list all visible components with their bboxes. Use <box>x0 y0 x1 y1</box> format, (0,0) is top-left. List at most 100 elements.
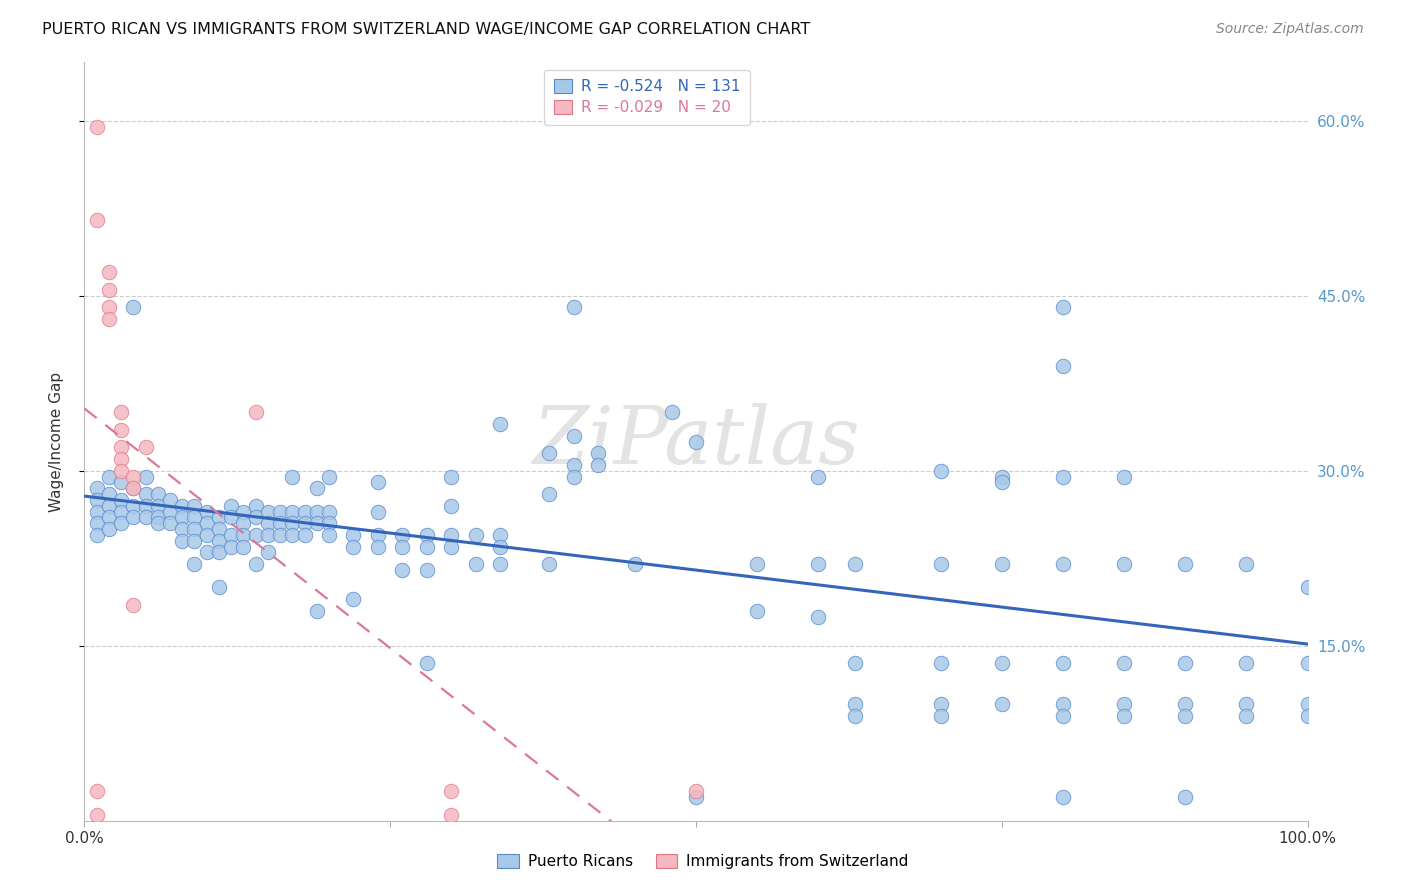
Point <box>342 592 364 607</box>
Point <box>110 475 132 490</box>
Point <box>86 504 108 518</box>
Point <box>245 557 267 571</box>
Point <box>416 563 439 577</box>
Point <box>257 516 280 531</box>
Point <box>538 446 561 460</box>
Point <box>1114 557 1136 571</box>
Point <box>281 504 304 518</box>
Point <box>562 469 585 483</box>
Point <box>305 604 328 618</box>
Point <box>86 807 108 822</box>
Point <box>305 516 328 531</box>
Point <box>318 469 340 483</box>
Point <box>122 598 145 612</box>
Point <box>110 464 132 478</box>
Point <box>110 516 132 531</box>
Legend: Puerto Ricans, Immigrants from Switzerland: Puerto Ricans, Immigrants from Switzerla… <box>491 848 915 875</box>
Point <box>294 528 316 542</box>
Point <box>232 540 254 554</box>
Point <box>110 405 132 419</box>
Point <box>1174 656 1197 670</box>
Point <box>685 784 707 798</box>
Point <box>122 499 145 513</box>
Point <box>991 469 1014 483</box>
Point <box>991 557 1014 571</box>
Point <box>97 487 120 501</box>
Point <box>86 492 108 507</box>
Point <box>110 452 132 467</box>
Point <box>122 301 145 315</box>
Point <box>172 510 194 524</box>
Point <box>1236 697 1258 711</box>
Point <box>86 213 108 227</box>
Point <box>440 540 463 554</box>
Point <box>159 516 181 531</box>
Point <box>318 516 340 531</box>
Point <box>97 469 120 483</box>
Point <box>844 708 866 723</box>
Point <box>1174 790 1197 805</box>
Point <box>929 708 952 723</box>
Point <box>146 516 169 531</box>
Point <box>844 656 866 670</box>
Point <box>489 417 512 431</box>
Point <box>86 516 108 531</box>
Point <box>97 499 120 513</box>
Point <box>97 283 120 297</box>
Point <box>219 540 242 554</box>
Point <box>1052 557 1074 571</box>
Point <box>1052 790 1074 805</box>
Point <box>245 405 267 419</box>
Point <box>1114 469 1136 483</box>
Point <box>489 528 512 542</box>
Point <box>367 528 389 542</box>
Point <box>318 528 340 542</box>
Point <box>1174 708 1197 723</box>
Point <box>195 516 218 531</box>
Point <box>232 516 254 531</box>
Point <box>538 557 561 571</box>
Point <box>562 428 585 442</box>
Point <box>208 522 231 536</box>
Point <box>1236 557 1258 571</box>
Point <box>97 265 120 279</box>
Point <box>269 528 291 542</box>
Point <box>747 557 769 571</box>
Point <box>367 475 389 490</box>
Point <box>245 528 267 542</box>
Point <box>183 533 205 548</box>
Point <box>391 528 413 542</box>
Point <box>257 504 280 518</box>
Point <box>281 469 304 483</box>
Point <box>1114 697 1136 711</box>
Point <box>1296 656 1319 670</box>
Point <box>538 487 561 501</box>
Point <box>122 481 145 495</box>
Point <box>1052 469 1074 483</box>
Point <box>1052 708 1074 723</box>
Point <box>195 528 218 542</box>
Point <box>183 499 205 513</box>
Point <box>183 510 205 524</box>
Point <box>232 528 254 542</box>
Point <box>1296 580 1319 594</box>
Point <box>1114 708 1136 723</box>
Point <box>281 516 304 531</box>
Point <box>97 312 120 326</box>
Point <box>1052 656 1074 670</box>
Point <box>586 458 609 472</box>
Point <box>1236 708 1258 723</box>
Point <box>245 510 267 524</box>
Point <box>86 481 108 495</box>
Point <box>97 301 120 315</box>
Point <box>208 533 231 548</box>
Point <box>1114 656 1136 670</box>
Point <box>318 504 340 518</box>
Point <box>991 656 1014 670</box>
Point <box>122 481 145 495</box>
Point <box>807 469 830 483</box>
Point <box>1052 359 1074 373</box>
Point <box>122 469 145 483</box>
Point <box>257 528 280 542</box>
Point <box>342 528 364 542</box>
